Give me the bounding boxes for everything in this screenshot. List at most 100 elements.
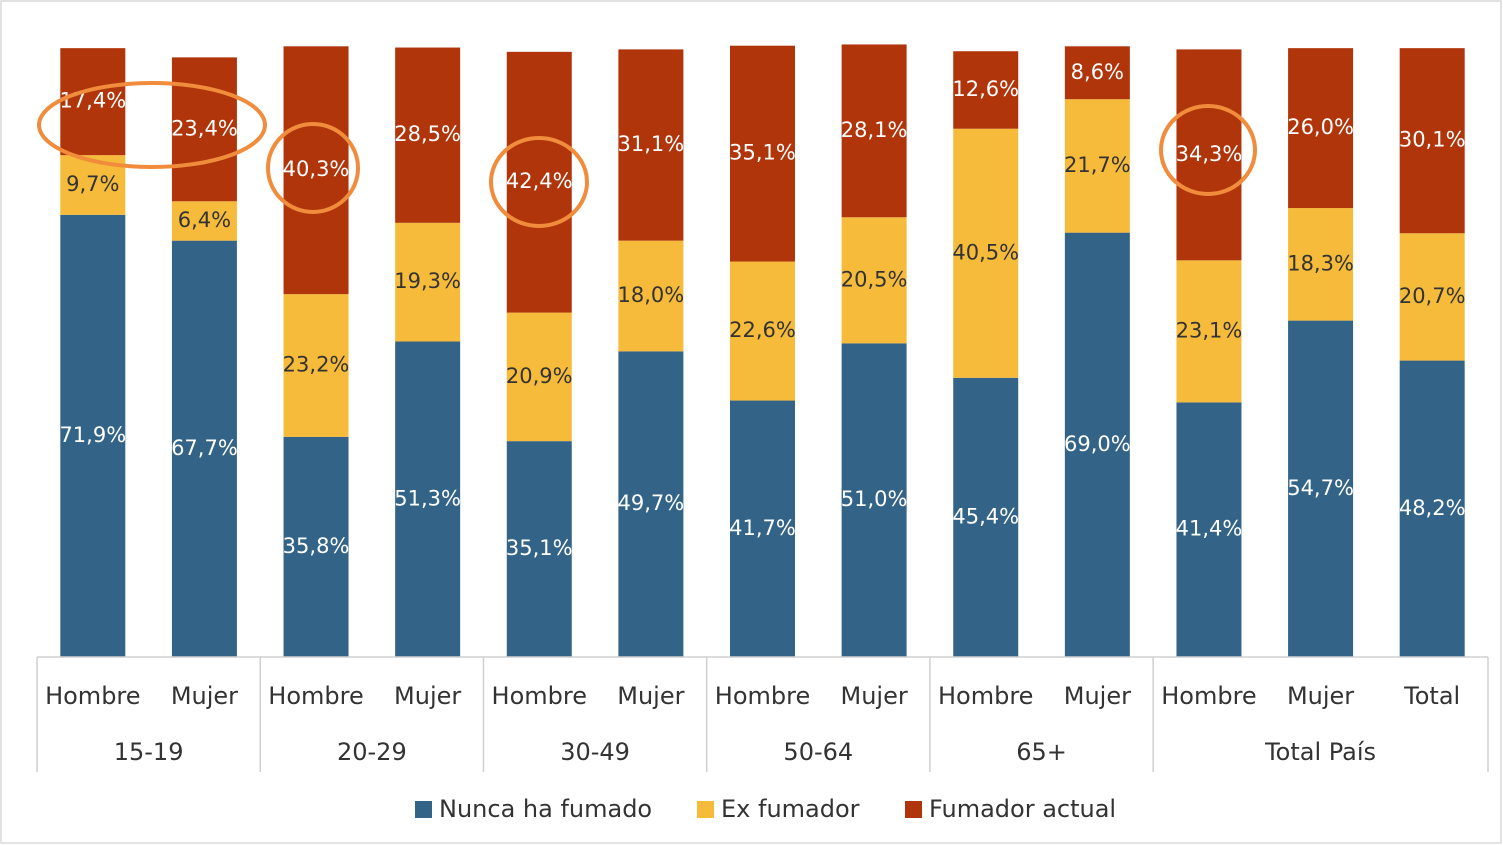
data-label: 17,4% [59, 89, 126, 113]
legend-label: Fumador actual [929, 795, 1116, 823]
bar-segment [1176, 402, 1242, 657]
data-label: 18,0% [618, 283, 685, 307]
bar-segment [171, 57, 237, 202]
data-label: 41,4% [1176, 517, 1243, 541]
data-label: 35,1% [729, 141, 796, 165]
bar-segment [506, 441, 572, 657]
data-label: 31,1% [618, 132, 685, 156]
bar-segment [395, 222, 461, 342]
group-label: 65+ [1016, 738, 1067, 766]
highlight-ellipse [1159, 104, 1257, 196]
bar-segment [1399, 48, 1465, 234]
bar-segment [171, 201, 237, 241]
bar-segment [953, 128, 1019, 378]
plot: 71,9% 9,7% 17,4% Hombre 67,7% 6,4% 23,4% Mujer 3… [36, 44, 1489, 823]
group-label: 30-49 [560, 738, 630, 766]
data-label: 20,9% [506, 364, 573, 388]
x-tick-label: Mujer [617, 682, 684, 710]
data-label: 49,7% [618, 491, 685, 515]
bar-segment [283, 436, 349, 657]
data-label: 40,3% [283, 157, 350, 181]
x-tick-label: Total [1403, 682, 1460, 710]
group-label: 15-19 [114, 738, 184, 766]
group-label: 50-64 [783, 738, 853, 766]
data-label: 23,4% [171, 116, 238, 140]
data-label: 45,4% [952, 504, 1019, 528]
data-label: 9,7% [66, 172, 119, 196]
bar-segment [1399, 360, 1465, 657]
data-label: 26,0% [1287, 115, 1354, 139]
bar-segment [283, 294, 349, 437]
data-label: 51,0% [841, 487, 908, 511]
data-label: 28,5% [394, 122, 461, 146]
bar-segment [171, 240, 237, 657]
data-label: 41,7% [729, 516, 796, 540]
bar-segment [1399, 233, 1465, 361]
bar-segment [841, 343, 907, 657]
data-label: 21,7% [1064, 153, 1131, 177]
data-label: 42,4% [506, 169, 573, 193]
bar-segment [953, 51, 1019, 129]
bar-segment [841, 44, 907, 218]
data-label: 20,5% [841, 267, 908, 291]
x-tick-label: Hombre [1161, 682, 1256, 710]
data-label: 35,8% [283, 534, 350, 558]
data-label: 20,7% [1399, 284, 1466, 308]
bar-segment [395, 341, 461, 657]
bar-segment [953, 377, 1019, 657]
bar-segment [1064, 46, 1130, 100]
bar-segment [1288, 320, 1354, 657]
bar-segment [506, 51, 572, 313]
data-label: 18,3% [1287, 251, 1354, 275]
bar-segment [841, 217, 907, 344]
bar-segment [60, 48, 126, 156]
data-label: 67,7% [171, 436, 238, 460]
x-tick-label: Mujer [171, 682, 238, 710]
group-label: Total País [1264, 738, 1376, 766]
legend-swatch [415, 801, 432, 818]
data-label: 8,6% [1071, 60, 1124, 84]
bar-segment [506, 312, 572, 442]
bar-segment [1176, 260, 1242, 403]
bar-segment [618, 240, 684, 352]
bar-segment [730, 261, 795, 401]
highlight-ellipse [489, 136, 589, 228]
legend-swatch [697, 801, 714, 818]
data-label: 23,1% [1176, 318, 1243, 342]
bar-segment [618, 49, 684, 241]
group-label: 20-29 [337, 738, 407, 766]
legend-label: Nunca ha fumado [439, 795, 652, 823]
x-tick-label: Mujer [1064, 682, 1131, 710]
highlights [37, 81, 1257, 228]
bar-segment [1064, 99, 1130, 233]
x-tick-label: Mujer [394, 682, 461, 710]
data-label: 30,1% [1399, 128, 1466, 152]
data-label: 71,9% [59, 423, 126, 447]
x-tick-label: Hombre [938, 682, 1033, 710]
data-label: 69,0% [1064, 432, 1131, 456]
bar-segment [1176, 49, 1242, 261]
bar-segment [1288, 208, 1354, 321]
x-tick-label: Hombre [45, 682, 140, 710]
data-label: 12,6% [952, 77, 1019, 101]
data-label: 54,7% [1287, 476, 1354, 500]
bar-segment [618, 351, 684, 657]
x-tick-label: Hombre [268, 682, 363, 710]
x-tick-label: Hombre [715, 682, 810, 710]
highlight-ellipse [266, 122, 360, 214]
data-label: 34,3% [1176, 142, 1243, 166]
bar-segment [60, 214, 126, 657]
bar-segment [730, 45, 795, 262]
data-label: 48,2% [1399, 496, 1466, 520]
data-label: 35,1% [506, 536, 573, 560]
bar-segment [1288, 48, 1354, 209]
x-tick-label: Hombre [492, 682, 587, 710]
bar-segment [730, 400, 795, 657]
legend-swatch [905, 801, 922, 818]
data-label: 40,5% [952, 240, 1019, 264]
data-label: 28,1% [841, 118, 908, 142]
x-tick-label: Mujer [841, 682, 908, 710]
data-label: 6,4% [178, 208, 231, 232]
data-label: 22,6% [729, 318, 796, 342]
